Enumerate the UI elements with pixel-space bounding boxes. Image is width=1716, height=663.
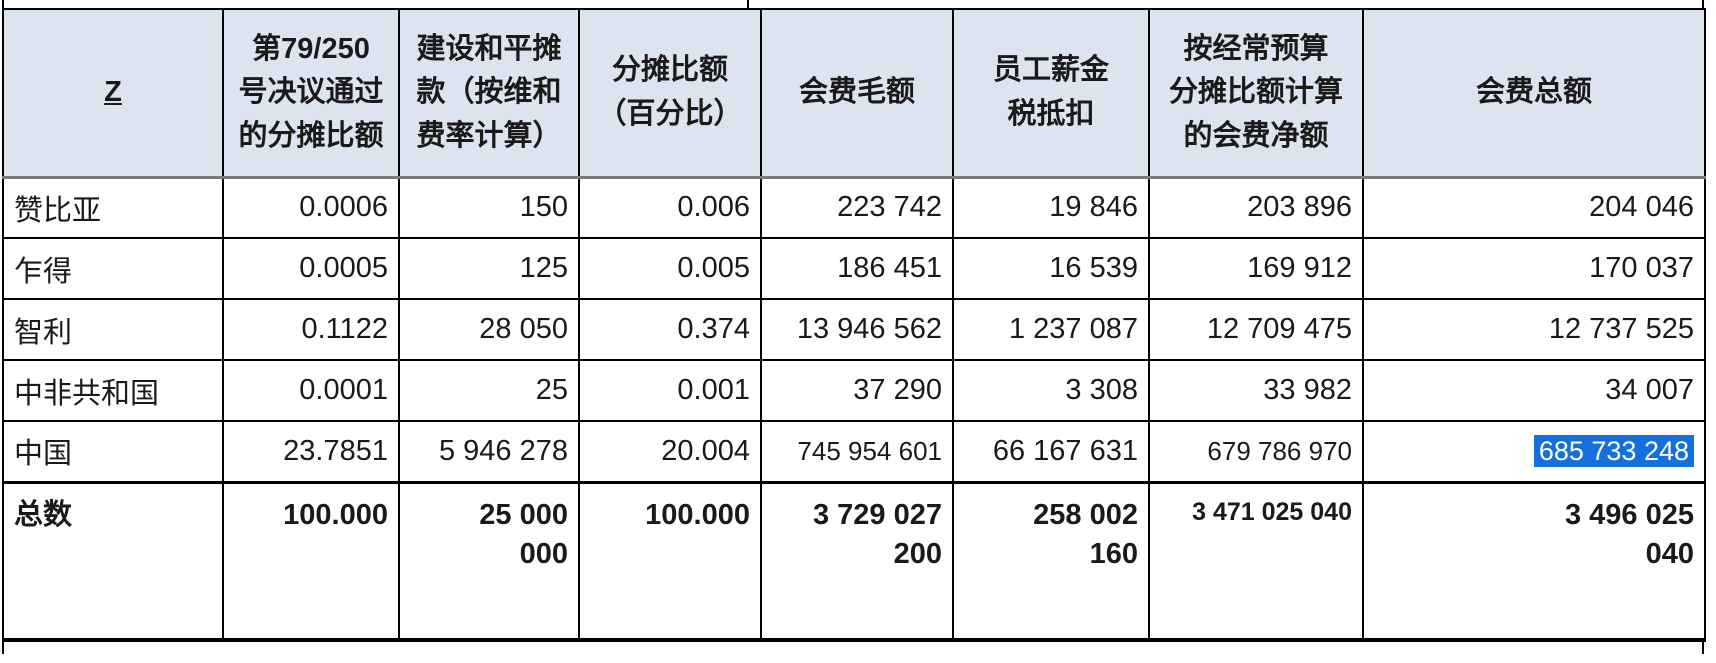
assessment-table: Z 第79/250 号决议通过 的分摊比额 建设和平摊 款（按维和 费率计算） … [2,8,1706,642]
header-row: Z 第79/250 号决议通过 的分摊比额 建设和平摊 款（按维和 费率计算） … [2,8,1706,179]
country-name: 智利 [2,298,224,361]
table-row-central-african-republic: 中非共和国 0.0001 25 0.001 37 290 3 308 33 98… [2,359,1706,422]
table-cell: 3 496 025 040 [1362,480,1706,642]
table-cell: 150 [398,176,580,239]
table-cell: 0.0006 [222,176,400,239]
country-name: 赞比亚 [2,176,224,239]
table-cell: 100.000 [578,480,762,642]
country-name: 乍得 [2,237,224,300]
table-cell: 0.005 [578,237,762,300]
table-cell: 0.0005 [222,237,400,300]
table-cell: 745 954 601 [760,420,954,483]
table-cell: 66 167 631 [952,420,1150,483]
col-header-rate-percent: 分摊比额 （百分比） [578,8,762,179]
text-selection-highlight: 685 733 248 [1533,434,1694,467]
country-name: 中国 [2,420,224,483]
table-cell: 186 451 [760,237,954,300]
col-header-resolution-rate: 第79/250 号决议通过 的分摊比额 [222,8,400,179]
table-cell: 23.7851 [222,420,400,483]
table-cell: 25 000 000 [398,480,580,642]
table-cell: 0.374 [578,298,762,361]
table-row-zambia: 赞比亚 0.0006 150 0.006 223 742 19 846 203 … [2,176,1706,239]
table-cell: 0.001 [578,359,762,422]
table-cell: 3 471 025 040 [1148,480,1364,642]
table-row-china: 中国 23.7851 5 946 278 20.004 745 954 601 … [2,420,1706,483]
clipped-row-below [2,642,1704,654]
cell-divider [747,0,749,8]
table-row-chile: 智利 0.1122 28 050 0.374 13 946 562 1 237 … [2,298,1706,361]
table-cell: 679 786 970 [1148,420,1364,483]
table-cell: 3 308 [952,359,1150,422]
col-header-net-contribution: 按经常预算 分摊比额计算 的会费净额 [1148,8,1364,179]
table-cell: 204 046 [1362,176,1706,239]
table-cell: 0.1122 [222,298,400,361]
table-cell: 169 912 [1148,237,1364,300]
table-cell: 25 [398,359,580,422]
table-cell: 223 742 [760,176,954,239]
table-cell: 28 050 [398,298,580,361]
table-cell: 258 002 160 [952,480,1150,642]
table-cell: 203 896 [1148,176,1364,239]
table-cell: 13 946 562 [760,298,954,361]
table-cell: 100.000 [222,480,400,642]
col-header-gross-contribution: 会费毛额 [760,8,954,179]
table-cell: 12 709 475 [1148,298,1364,361]
table-row-chad: 乍得 0.0005 125 0.005 186 451 16 539 169 9… [2,237,1706,300]
table-cell: 0.0001 [222,359,400,422]
col-header-peacebuilding-levy: 建设和平摊 款（按维和 费率计算） [398,8,580,179]
table-cell: 5 946 278 [398,420,580,483]
table-cell: 19 846 [952,176,1150,239]
table-cell: 37 290 [760,359,954,422]
document-table-frame: Z 第79/250 号决议通过 的分摊比额 建设和平摊 款（按维和 费率计算） … [2,0,1706,654]
table-cell: 33 982 [1148,359,1364,422]
table-cell: 12 737 525 [1362,298,1706,361]
country-name: 中非共和国 [2,359,224,422]
table-cell: 125 [398,237,580,300]
table-cell: 170 037 [1362,237,1706,300]
table-cell: 20.004 [578,420,762,483]
table-cell: 685 733 248 [1362,420,1706,483]
clipped-row-above [2,0,1704,8]
table-cell: 34 007 [1362,359,1706,422]
table-cell: 0.006 [578,176,762,239]
col-header-country: Z [2,8,224,179]
table-row-total: 总数 100.000 25 000 000 100.000 3 729 027 … [2,480,1706,642]
total-label: 总数 [2,480,224,642]
table-cell: 3 729 027 200 [760,480,954,642]
table-cell: 16 539 [952,237,1150,300]
table-cell: 1 237 087 [952,298,1150,361]
col-header-staff-assessment-credit: 员工薪金 税抵扣 [952,8,1150,179]
col-header-total-contribution: 会费总额 [1362,8,1706,179]
col-header-country-label: Z [104,76,122,108]
